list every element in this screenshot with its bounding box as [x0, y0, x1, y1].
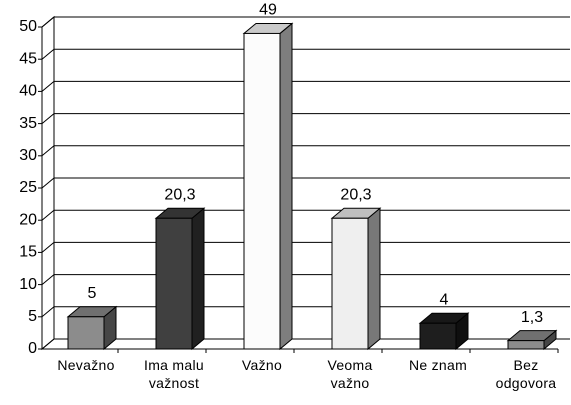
bar: [242, 22, 294, 351]
x-tick-label: Važno: [241, 357, 283, 373]
value-label: 49: [259, 2, 277, 19]
x-tick-label: Bez odgovora: [495, 357, 557, 391]
grid-line: [41, 16, 570, 28]
grid-line: [41, 113, 570, 124]
x-tick-label: Ima malu važnost: [144, 357, 204, 391]
y-tick-label: 15: [19, 244, 37, 261]
bar-side: [367, 207, 381, 351]
bar: [506, 329, 558, 351]
x-tick-label: Veoma važno: [327, 357, 373, 391]
x-tick-label: Nevažno: [57, 357, 115, 373]
bar-side: [191, 207, 205, 351]
grid-line: [41, 145, 570, 157]
y-tick-label: 50: [19, 18, 37, 35]
y-tick-label: 10: [19, 276, 37, 293]
y-tick-label: 40: [19, 83, 37, 100]
grid-line: [41, 274, 570, 285]
grid-line: [41, 338, 570, 350]
bar-front: [243, 32, 281, 350]
y-tick-label: 20: [19, 211, 37, 228]
value-label: 4: [440, 291, 449, 308]
y-tick-label: 35: [19, 115, 37, 132]
bar: [330, 207, 382, 351]
grid-line: [41, 177, 570, 189]
bar-front: [419, 322, 457, 350]
y-tick-label: 45: [19, 50, 37, 67]
y-tick-label: 5: [28, 308, 37, 325]
bar: [154, 207, 206, 351]
bar: [418, 312, 470, 351]
y-tick-label: 25: [19, 179, 37, 196]
grid-line: [41, 306, 570, 318]
bar-front: [331, 217, 369, 350]
bar-side: [279, 22, 293, 351]
bar-front: [67, 316, 105, 350]
y-tick-label: 0: [28, 340, 37, 357]
x-tick-label: Ne znam: [408, 357, 468, 373]
bar-front: [155, 217, 193, 350]
value-label: 20,3: [164, 186, 195, 203]
value-label: 1,3: [521, 309, 543, 326]
value-label: 5: [88, 285, 97, 302]
grid-line: [41, 80, 570, 92]
grid-line: [41, 48, 570, 60]
grid-line: [41, 241, 570, 253]
value-label: 20,3: [340, 186, 371, 203]
bar-front: [507, 340, 545, 350]
bar: [66, 305, 118, 351]
y-tick-label: 30: [19, 147, 37, 164]
grid-line: [41, 209, 570, 221]
